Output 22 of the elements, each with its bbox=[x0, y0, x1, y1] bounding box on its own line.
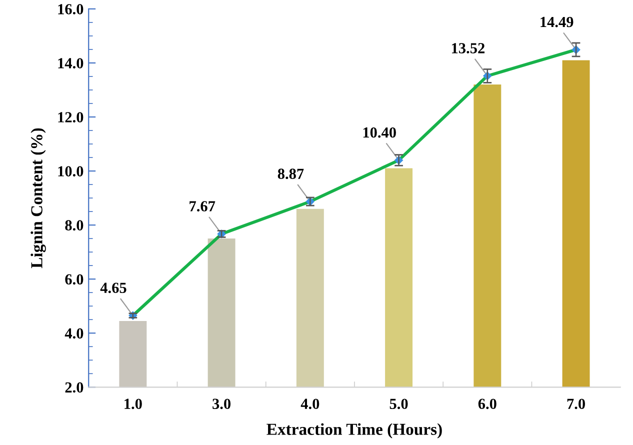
x-tick-label: 3.0 bbox=[212, 398, 231, 410]
x-axis-title: Extraction Time (Hours) bbox=[266, 423, 442, 438]
y-tick-label: 10.0 bbox=[58, 166, 84, 177]
x-tick-label: 7.0 bbox=[567, 398, 585, 410]
data-label: 14.49 bbox=[540, 16, 574, 28]
x-tick-label: 6.0 bbox=[478, 398, 496, 410]
data-label: 4.65 bbox=[100, 282, 126, 294]
y-axis-title: Lignin Content (%) bbox=[30, 128, 46, 268]
y-tick-label: 4.0 bbox=[64, 328, 84, 339]
x-tick-label: 1.0 bbox=[124, 398, 142, 410]
y-tick-label: 16.0 bbox=[58, 4, 84, 14]
data-label: 10.40 bbox=[363, 127, 396, 138]
y-tick-label: 14.0 bbox=[58, 58, 84, 68]
y-tick-label: 8.0 bbox=[65, 220, 84, 231]
y-tick-label: 6.0 bbox=[65, 274, 84, 285]
data-label: 7.67 bbox=[190, 201, 216, 212]
data-label: 8.87 bbox=[278, 168, 304, 180]
x-tick-label: 4.0 bbox=[300, 398, 320, 410]
y-tick-label: 2.0 bbox=[65, 382, 84, 393]
x-tick-label: 5.0 bbox=[390, 398, 408, 410]
y-tick-label: 12.0 bbox=[58, 112, 84, 122]
data-label: 13.52 bbox=[452, 43, 484, 54]
